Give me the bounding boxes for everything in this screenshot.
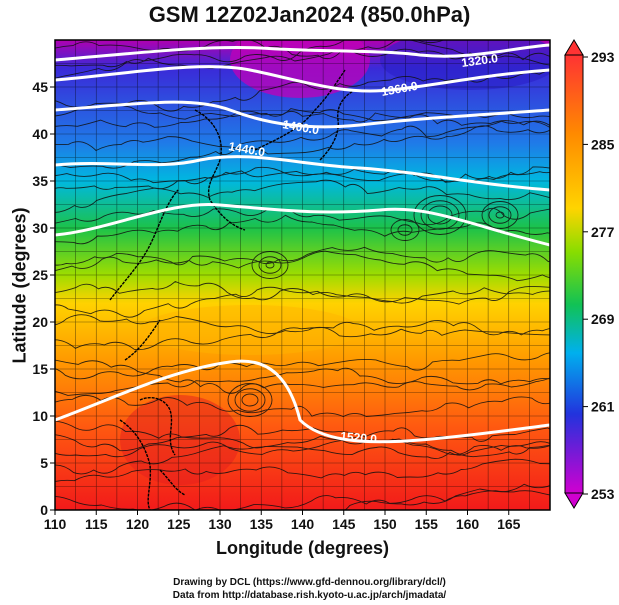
y-axis-label-wrapper: Latitude (degrees): [0, 207, 40, 363]
streamlines: [55, 40, 550, 510]
x-tick-label: 145: [332, 516, 356, 532]
coastlines: [109, 69, 356, 510]
streamline-swirl: [413, 195, 467, 235]
x-tick-label: 125: [167, 516, 191, 532]
streamline: [55, 166, 550, 190]
cold-core-patch: [230, 40, 370, 98]
contour-labels: 1320.0 1360.0 1400.0 1440.0 1520.0: [227, 51, 499, 446]
colorbar-top-arrow: [564, 39, 584, 56]
y-axis-label: Latitude (degrees): [9, 207, 30, 364]
x-tick-label: 120: [126, 516, 150, 532]
streamline: [55, 125, 550, 155]
streamline: [55, 214, 550, 245]
x-tick-label: 160: [456, 516, 480, 532]
streamline: [55, 352, 550, 380]
colorbar-tick-label: 253: [591, 486, 615, 502]
streamline: [55, 207, 550, 226]
streamline-swirl: [481, 201, 519, 229]
streamline-swirl: [397, 224, 413, 236]
streamline-swirl: [234, 388, 266, 412]
streamline: [55, 120, 550, 169]
contour-label-1520: 1520.0: [340, 429, 378, 446]
streamline: [55, 319, 550, 351]
streamline-swirl: [227, 383, 273, 417]
streamline: [55, 179, 550, 213]
y-tick-label: 40: [32, 126, 48, 142]
streamline-swirl: [488, 206, 512, 224]
credits-line-1: Drawing by DCL (https://www.gfd-dennou.o…: [173, 577, 446, 588]
streamline-swirl: [427, 205, 453, 225]
y-tick-label: 30: [32, 220, 48, 236]
streamline: [55, 359, 550, 394]
contour-label-1440: 1440.0: [227, 139, 266, 159]
chart-title: GSM 12Z02Jan2024 (850.0hPa): [148, 2, 471, 27]
contour-label-1400: 1400.0: [281, 117, 320, 137]
streamline: [55, 435, 550, 475]
height-contours: [55, 43, 550, 444]
y-tick-label: 10: [32, 408, 48, 424]
y-axis-ticks: 0 5 10 15 20 25 30 35 40 45: [32, 79, 55, 518]
streamline: [55, 314, 550, 338]
y-tick-label: 15: [32, 361, 48, 377]
y-tick-label: 5: [40, 455, 48, 471]
credits-line-2: Data from http://database.rish.kyoto-u.a…: [172, 590, 447, 601]
x-tick-label: 115: [85, 516, 108, 532]
x-tick-label: 155: [415, 516, 439, 532]
streamline: [55, 104, 550, 121]
streamline-swirl: [495, 211, 505, 219]
credits: Drawing by DCL (https://www.gfd-dennou.o…: [0, 576, 619, 602]
streamline: [55, 69, 550, 112]
colorbar-tick-label: 269: [591, 311, 615, 327]
colorbar-tick-label: 277: [591, 224, 615, 240]
streamline: [76, 488, 550, 510]
x-tick-label: 135: [250, 516, 274, 532]
streamline-swirl: [241, 393, 259, 407]
colorbar-tick-label: 261: [591, 399, 615, 415]
streamline: [55, 458, 550, 482]
streamline-swirl: [265, 261, 275, 269]
x-tick-label: 140: [291, 516, 315, 532]
streamline-swirl: [258, 256, 282, 274]
cold-region-patch: [380, 40, 550, 90]
y-tick-label: 35: [32, 173, 48, 189]
x-axis-ticks: 110 115 120 125 130 135 140 145 150 155 160 165: [44, 510, 521, 532]
y-tick-label: 25: [32, 267, 48, 283]
x-tick-label: 165: [497, 516, 521, 532]
streamline: [55, 40, 445, 60]
y-tick-label: 20: [32, 314, 48, 330]
streamline-swirl: [420, 200, 460, 230]
streamline: [55, 424, 550, 452]
contour-label-1360: 1360.0: [380, 79, 419, 99]
x-tick-label: 130: [208, 516, 232, 532]
streamline: [55, 48, 550, 69]
contour-label-1320: 1320.0: [460, 51, 499, 70]
x-tick-label: 150: [373, 516, 397, 532]
x-axis-label: Longitude (degrees): [215, 538, 389, 558]
colorbar-ticks: 293 285 277 269 261 253: [583, 49, 615, 502]
streamline: [55, 367, 550, 396]
colorbar-tick-label: 293: [591, 49, 615, 65]
x-tick-label: 110: [44, 516, 67, 532]
y-tick-label: 45: [32, 79, 48, 95]
colorbar-tick-label: 285: [591, 136, 615, 152]
warm-patch: [140, 305, 360, 355]
streamline: [55, 438, 550, 458]
streamline-swirl: [390, 219, 420, 241]
colorbar: 293 285 277 269 261 253: [564, 39, 615, 509]
grid-lines: [55, 40, 550, 510]
colorbar-body: [564, 54, 584, 494]
streamline: [55, 246, 550, 266]
colorbar-bottom-arrow: [564, 492, 584, 509]
y-tick-label: 0: [40, 502, 48, 518]
hot-patch: [120, 395, 240, 485]
streamline: [55, 280, 550, 304]
